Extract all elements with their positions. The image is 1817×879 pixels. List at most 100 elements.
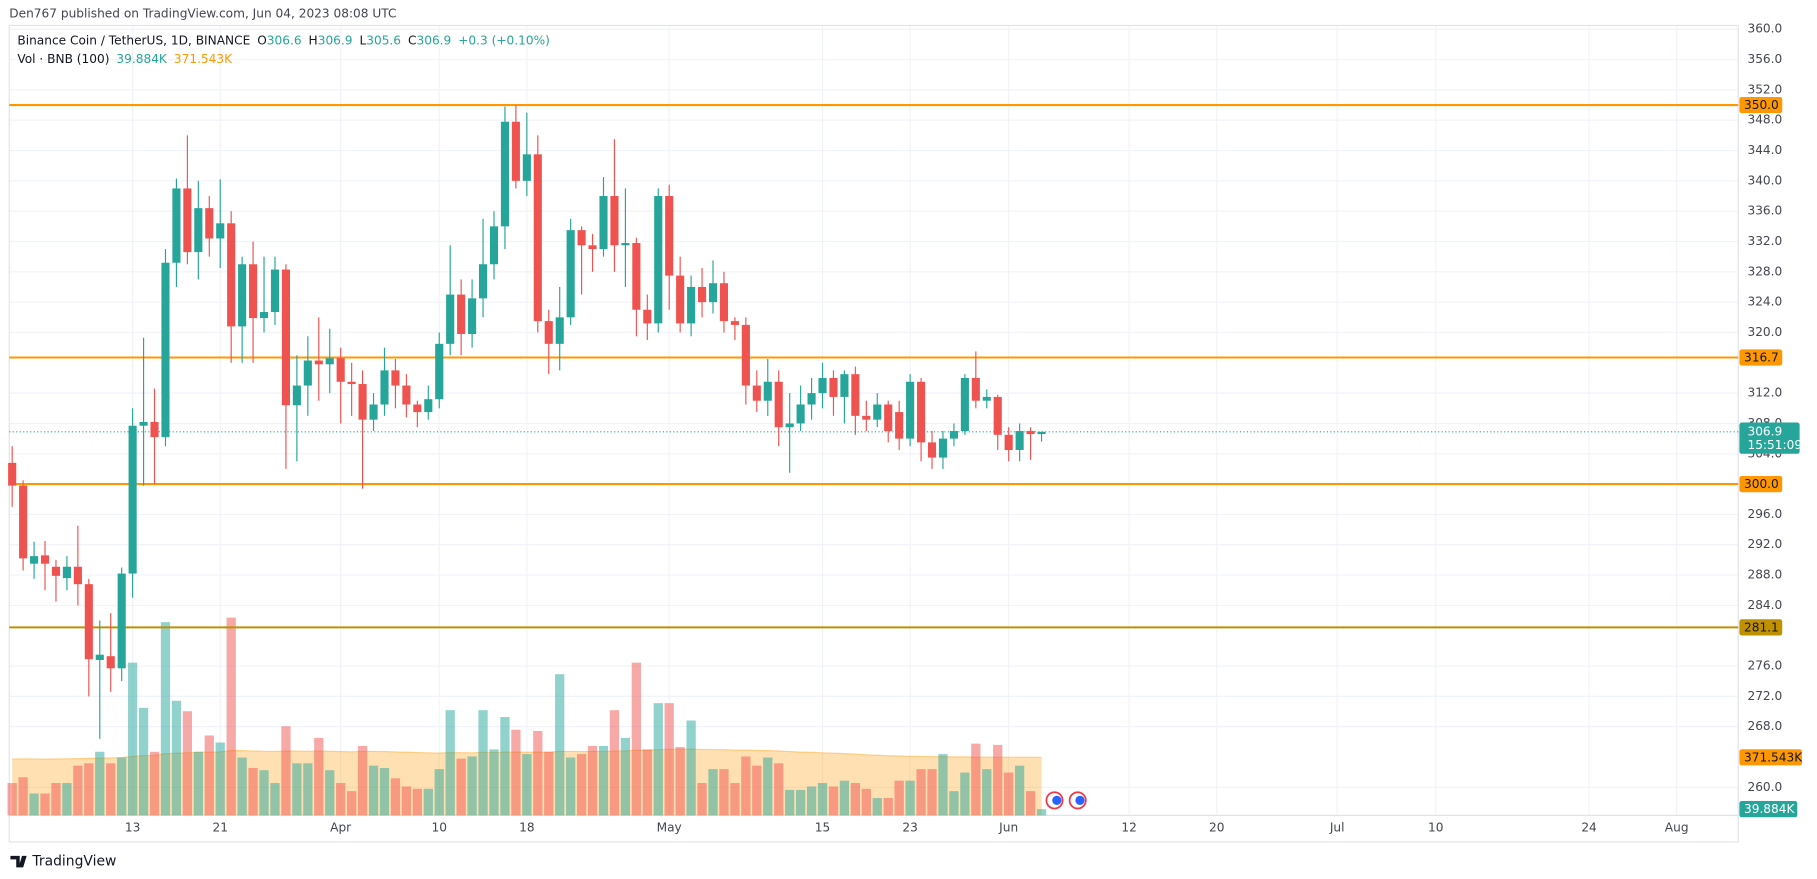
y-tick-label: 320.0 xyxy=(1747,325,1782,339)
candle-body xyxy=(971,377,980,401)
candle-body xyxy=(51,566,61,576)
candle-body xyxy=(347,381,356,385)
volume-bar xyxy=(226,617,236,816)
volume-ma-value: 371.543K xyxy=(174,51,233,65)
candle-body xyxy=(303,360,312,386)
volume-bar xyxy=(478,710,488,816)
y-tick-label: 292.0 xyxy=(1747,537,1782,551)
candle-body xyxy=(194,208,203,253)
candle-body xyxy=(1037,431,1046,435)
volume-ma-tag-label: 371.543K xyxy=(1744,750,1803,764)
volume-bar xyxy=(828,786,839,816)
y-tick-label: 324.0 xyxy=(1747,295,1782,309)
volume-bar xyxy=(916,769,926,816)
candle-body xyxy=(741,324,750,386)
y-tick-label: 352.0 xyxy=(1747,82,1782,96)
candle-body xyxy=(566,230,575,318)
volume-bar xyxy=(423,788,433,816)
candle-body xyxy=(763,381,772,401)
legend-symbol: Binance Coin / TetherUS, 1D, BINANCE xyxy=(17,33,250,47)
y-tick-label: 356.0 xyxy=(1747,52,1782,66)
volume-bar xyxy=(204,735,214,816)
candle-body xyxy=(205,208,214,239)
event-icon xyxy=(1052,795,1062,805)
candle-body xyxy=(270,269,280,313)
volume-bar xyxy=(708,769,718,816)
candle-body xyxy=(807,393,816,405)
candle-body xyxy=(259,312,269,319)
candle-body xyxy=(774,381,783,428)
candle-body xyxy=(30,556,39,564)
candle-body xyxy=(533,154,542,322)
volume-bar xyxy=(149,751,160,816)
candle-body xyxy=(884,404,893,432)
volume-bar xyxy=(62,783,72,816)
candle-body xyxy=(938,438,948,458)
candle-body xyxy=(227,223,236,327)
candle-body xyxy=(139,421,148,426)
candle-body xyxy=(161,262,170,438)
volume-bar xyxy=(18,777,28,816)
volume-bar xyxy=(609,710,620,816)
candle-body xyxy=(402,385,411,405)
candle-body xyxy=(829,377,838,397)
candle-body xyxy=(446,294,455,344)
candles xyxy=(8,105,1046,739)
level-tag-label: 350.0 xyxy=(1744,98,1779,112)
candle-body xyxy=(73,566,82,585)
legend-volume: Vol · BNB (100) 39.884K 371.543K xyxy=(17,51,233,65)
volume-bar xyxy=(336,783,346,816)
candle-body xyxy=(281,269,290,406)
y-tick-label: 260.0 xyxy=(1747,780,1782,794)
last-price-label: 306.9 xyxy=(1747,424,1782,438)
legend-value: 306.9 xyxy=(318,33,353,47)
volume-bar xyxy=(171,700,182,816)
volume-bar xyxy=(675,747,685,816)
volume-bar xyxy=(850,783,861,816)
candle-body xyxy=(840,374,849,397)
volume-bar xyxy=(40,793,50,816)
candle-body xyxy=(106,656,115,669)
candle-body xyxy=(665,196,674,276)
volume-bar xyxy=(839,780,850,816)
volume-bar xyxy=(960,772,970,816)
y-tick-label: 360.0 xyxy=(1747,22,1782,36)
volume-bar xyxy=(522,754,532,816)
x-tick-label: Aug xyxy=(1665,821,1689,835)
candle-body xyxy=(676,275,685,324)
volume-bar xyxy=(270,783,280,816)
candle-body xyxy=(698,286,707,303)
candle-body xyxy=(1015,431,1024,450)
candle-body xyxy=(435,343,444,400)
brand: TradingView xyxy=(31,854,116,870)
candle-body xyxy=(621,243,630,246)
volume-bar xyxy=(182,711,193,816)
candle-body xyxy=(95,654,104,660)
volume-ma-tag xyxy=(1739,749,1802,766)
volume-bar xyxy=(401,786,412,816)
y-tick-label: 272.0 xyxy=(1747,689,1782,703)
candle-body xyxy=(785,423,794,428)
candle-body xyxy=(544,321,553,344)
candle-body xyxy=(391,370,400,386)
volume-bar xyxy=(861,788,871,816)
x-tick-label: 15 xyxy=(815,821,830,835)
volume-bar xyxy=(467,756,477,816)
candle-body xyxy=(183,188,192,253)
candle-body xyxy=(457,294,466,334)
volume-bar xyxy=(325,770,335,816)
candle-body xyxy=(730,321,739,325)
x-tick-label: 21 xyxy=(212,821,227,835)
y-tick-label: 276.0 xyxy=(1747,659,1782,673)
volume-bar xyxy=(7,783,17,816)
candle-body xyxy=(1026,431,1035,435)
x-tick-label: May xyxy=(657,821,682,835)
volume-bar xyxy=(785,789,795,816)
candle-body xyxy=(468,298,477,334)
candle-body xyxy=(478,264,488,299)
legend-main: Binance Coin / TetherUS, 1D, BINANCE O306… xyxy=(17,33,550,47)
candle-body xyxy=(172,188,181,263)
volume-bar xyxy=(598,745,609,816)
volume-bar xyxy=(620,737,631,816)
candle-body xyxy=(369,404,378,420)
